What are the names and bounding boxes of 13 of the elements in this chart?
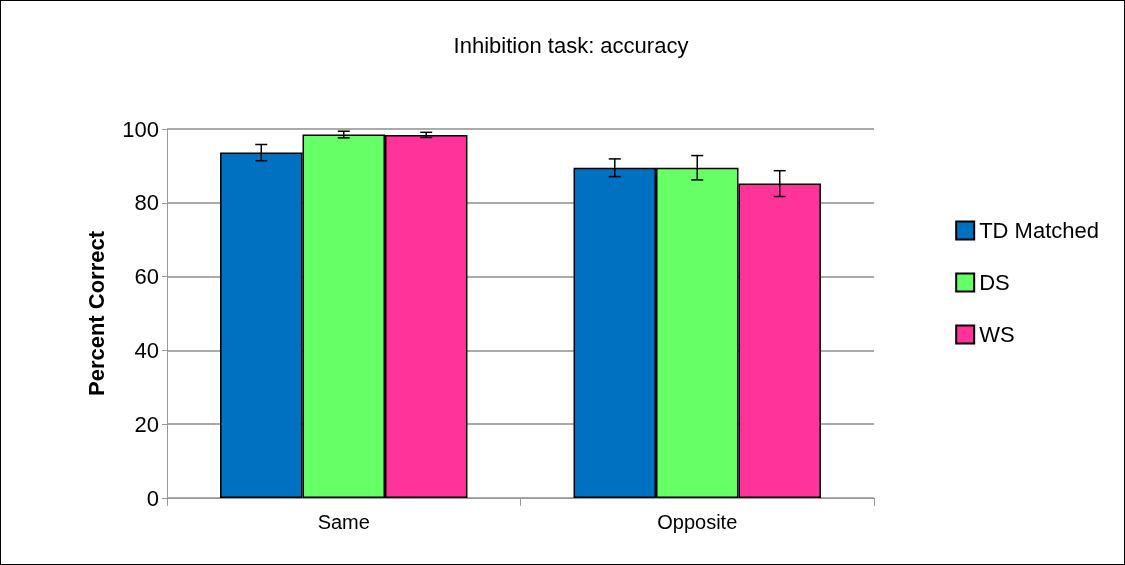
y-tick-label: 20 [134, 411, 159, 437]
x-tick-label: Same [317, 511, 370, 533]
legend-label: TD Matched [979, 218, 1100, 243]
y-tick-label: 60 [134, 264, 159, 290]
x-tick-label: Opposite [657, 511, 738, 533]
y-tick-label: 80 [134, 190, 159, 216]
legend-label: WS [979, 322, 1015, 347]
y-axis-title: Percent Correct [83, 230, 109, 397]
y-tick-label: 40 [134, 337, 159, 363]
legend-label: DS [979, 270, 1010, 295]
y-tick-label: 0 [146, 485, 159, 511]
y-tick-label: 100 [122, 116, 159, 142]
chart-title: Inhibition task: accuracy [453, 32, 689, 58]
